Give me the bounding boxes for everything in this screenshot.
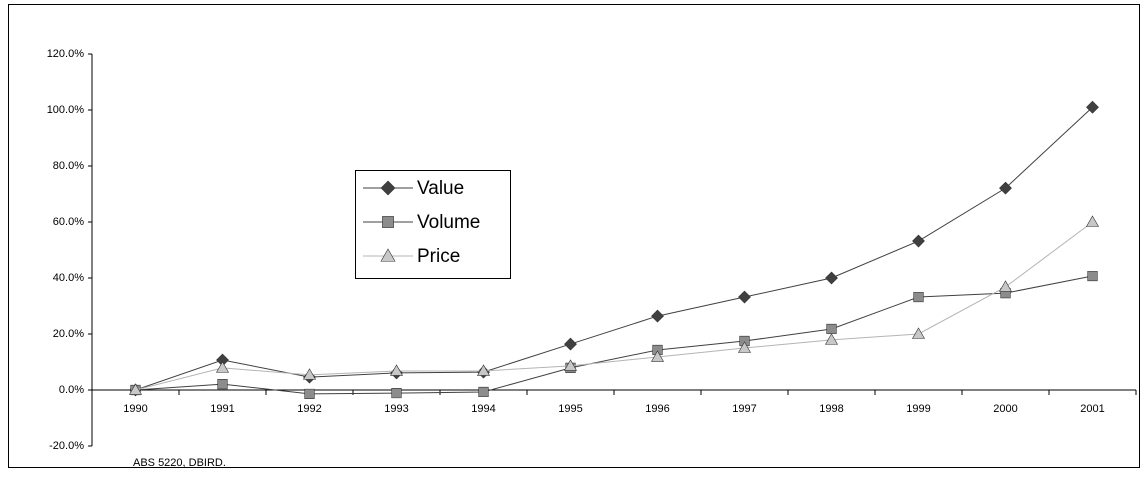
marker <box>476 364 491 376</box>
marker <box>564 337 577 351</box>
y-tick-label: 20.0% <box>53 328 84 340</box>
legend-marker <box>380 180 396 196</box>
marker <box>999 181 1012 195</box>
marker <box>652 344 663 356</box>
y-tick-label: 0.0% <box>59 384 84 396</box>
legend-label: Price <box>417 246 460 267</box>
y-tick-label: 80.0% <box>53 160 84 172</box>
x-tick-label: 1996 <box>645 403 669 415</box>
marker <box>478 386 489 398</box>
marker <box>391 387 402 399</box>
legend-label: Volume <box>417 212 480 233</box>
marker <box>1085 215 1100 227</box>
x-tick-label: 1992 <box>297 403 321 415</box>
marker <box>217 379 228 390</box>
series-line <box>135 221 1093 391</box>
x-tick-label: 1998 <box>819 403 843 415</box>
legend-marker <box>380 248 396 262</box>
marker <box>304 388 315 400</box>
x-tick-label: 2001 <box>1080 403 1104 415</box>
legend: Value Volume Price <box>355 170 511 279</box>
marker <box>913 291 924 303</box>
x-tick-label: 1993 <box>384 403 408 415</box>
legend-marker <box>382 216 394 228</box>
marker <box>215 361 230 373</box>
x-tick-label: 1995 <box>558 403 582 415</box>
marker <box>128 383 143 395</box>
marker <box>825 271 838 285</box>
marker <box>998 280 1013 292</box>
marker <box>739 335 750 347</box>
legend-label: Value <box>417 178 464 199</box>
x-tick-label: 2000 <box>993 403 1017 415</box>
y-tick-label: 40.0% <box>53 272 84 284</box>
x-tick-label: 1997 <box>732 403 756 415</box>
marker <box>651 309 664 323</box>
marker <box>302 368 317 380</box>
y-tick-label: 60.0% <box>53 216 84 228</box>
marker <box>738 290 751 304</box>
x-tick-label: 1999 <box>906 403 930 415</box>
marker <box>912 234 925 248</box>
marker <box>824 333 839 345</box>
marker <box>563 359 578 371</box>
y-tick-label: 120.0% <box>47 48 85 60</box>
marker <box>911 327 926 339</box>
x-tick-label: 1990 <box>123 403 147 415</box>
marker <box>1086 100 1099 114</box>
marker <box>650 350 665 362</box>
y-tick-label: -20.0% <box>49 440 84 452</box>
marker <box>826 323 837 335</box>
marker <box>389 364 404 376</box>
x-tick-label: 1991 <box>210 403 234 415</box>
marker <box>737 341 752 353</box>
chart-frame <box>8 4 1140 468</box>
source-note: ABS 5220, DBIRD. <box>133 457 226 469</box>
x-tick-label: 1994 <box>471 403 495 415</box>
series-line <box>135 275 1093 395</box>
marker <box>1087 270 1098 282</box>
series-line <box>135 106 1093 391</box>
y-tick-label: 100.0% <box>47 104 85 116</box>
